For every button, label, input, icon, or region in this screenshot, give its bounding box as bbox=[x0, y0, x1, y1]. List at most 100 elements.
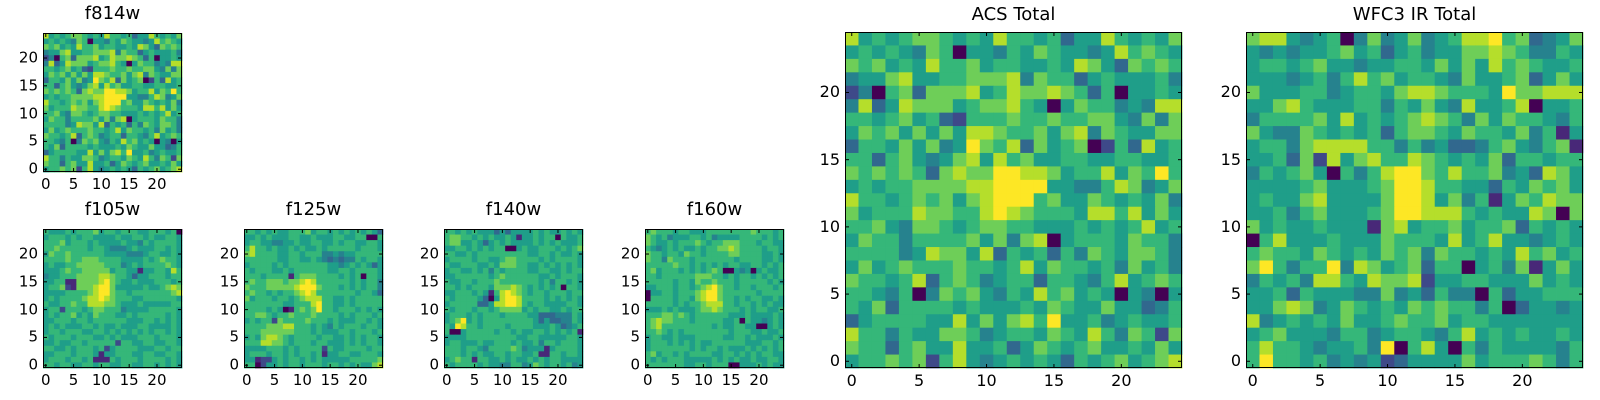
pixel-cell bbox=[728, 323, 735, 330]
pixel-cell bbox=[43, 160, 49, 167]
pixel-cell bbox=[377, 234, 384, 241]
pixel-cell bbox=[656, 240, 663, 247]
pixel-cell bbox=[1367, 260, 1382, 275]
pixel-cell bbox=[650, 234, 657, 241]
pixel-cell bbox=[778, 301, 785, 308]
pixel-cell bbox=[645, 267, 651, 274]
pixel-cell bbox=[1380, 341, 1395, 355]
pixel-cell bbox=[488, 317, 495, 324]
pixel-cell bbox=[1114, 247, 1129, 261]
pixel-cell bbox=[1168, 287, 1183, 302]
pixel-cell bbox=[1502, 300, 1516, 315]
pixel-cell bbox=[1020, 58, 1035, 73]
pixel-cell bbox=[1006, 32, 1021, 46]
pixel-cell bbox=[1033, 247, 1048, 261]
pixel-cell bbox=[1434, 112, 1449, 127]
pixel-cell bbox=[979, 166, 994, 181]
pixel-cell bbox=[939, 112, 954, 127]
pixel-cell bbox=[327, 267, 334, 274]
pixel-cell bbox=[1394, 260, 1409, 275]
pixel-cell bbox=[271, 240, 278, 247]
pixel-cell bbox=[722, 334, 729, 341]
pixel-cell bbox=[1367, 193, 1382, 208]
pixel-cell bbox=[1101, 341, 1115, 355]
pixel-cell bbox=[321, 312, 328, 319]
pixel-cell bbox=[249, 306, 256, 313]
pixel-cell bbox=[678, 317, 685, 324]
pixel-cell bbox=[54, 60, 61, 67]
pixel-cell bbox=[1367, 287, 1382, 302]
pixel-cell bbox=[1556, 179, 1570, 194]
pixel-cell bbox=[137, 267, 144, 274]
pixel-cell bbox=[176, 317, 183, 324]
pixel-cell bbox=[678, 234, 685, 241]
pixel-cell bbox=[120, 121, 127, 128]
pixel-cell bbox=[59, 71, 66, 78]
pixel-cell bbox=[733, 306, 740, 313]
heatmap-image bbox=[43, 229, 183, 369]
pixel-cell bbox=[170, 94, 177, 101]
pixel-cell bbox=[120, 33, 127, 39]
pixel-cell bbox=[321, 279, 328, 285]
pixel-cell bbox=[98, 340, 105, 347]
pixel-cell bbox=[695, 262, 701, 269]
pixel-cell bbox=[745, 267, 752, 274]
pixel-cell bbox=[1502, 354, 1516, 369]
pixel-cell bbox=[1128, 85, 1142, 100]
pixel-cell bbox=[344, 234, 351, 241]
pixel-cell bbox=[1407, 354, 1422, 369]
pixel-cell bbox=[115, 133, 122, 140]
pixel-cell bbox=[952, 300, 967, 315]
pixel-cell bbox=[371, 284, 378, 291]
pixel-cell bbox=[81, 340, 88, 347]
pixel-cell bbox=[355, 356, 362, 363]
pixel-cell bbox=[1353, 206, 1368, 221]
panel-title: f160w bbox=[686, 199, 743, 220]
pixel-cell bbox=[560, 306, 567, 313]
pixel-cell bbox=[1542, 179, 1557, 194]
pixel-cell bbox=[683, 290, 690, 297]
pixel-cell bbox=[650, 362, 657, 369]
pixel-cell bbox=[120, 144, 127, 151]
pixel-cell bbox=[516, 284, 523, 291]
pixel-cell bbox=[355, 262, 362, 269]
pixel-cell bbox=[109, 127, 116, 134]
pixel-cell bbox=[695, 284, 701, 291]
pixel-cell bbox=[656, 245, 663, 252]
pixel-cell bbox=[885, 300, 900, 315]
pixel-cell bbox=[120, 155, 127, 162]
pixel-cell bbox=[538, 290, 545, 297]
pixel-cell bbox=[327, 301, 334, 308]
pixel-cell bbox=[70, 356, 77, 363]
pixel-cell bbox=[137, 155, 144, 162]
pixel-cell bbox=[1461, 327, 1476, 342]
pixel-cell bbox=[1326, 32, 1341, 46]
pixel-cell bbox=[170, 133, 177, 140]
pixel-cell bbox=[756, 351, 763, 358]
pixel-cell bbox=[739, 245, 746, 252]
pixel-cell bbox=[1141, 45, 1156, 60]
pixel-cell bbox=[477, 262, 484, 269]
pixel-cell bbox=[176, 121, 183, 128]
pixel-cell bbox=[728, 356, 735, 363]
pixel-cell bbox=[1515, 327, 1530, 342]
pixel-cell bbox=[344, 323, 351, 330]
pixel-cell bbox=[93, 55, 99, 62]
pixel-cell bbox=[294, 290, 300, 297]
pixel-cell bbox=[321, 345, 328, 352]
pixel-cell bbox=[87, 317, 94, 324]
pixel-cell bbox=[1047, 220, 1062, 234]
pixel-cell bbox=[76, 317, 83, 324]
pixel-cell bbox=[555, 312, 562, 319]
pixel-cell bbox=[667, 329, 674, 336]
pixel-cell bbox=[1326, 72, 1341, 87]
pixel-cell bbox=[148, 105, 155, 112]
pixel-cell bbox=[471, 290, 478, 297]
pixel-cell bbox=[48, 110, 55, 117]
pixel-cell bbox=[549, 267, 556, 274]
pixel-cell bbox=[1556, 45, 1570, 60]
pixel-cell bbox=[471, 351, 478, 358]
x-tick-label: 0 bbox=[846, 371, 857, 390]
pixel-cell bbox=[858, 273, 873, 288]
pixel-cell bbox=[979, 354, 994, 369]
